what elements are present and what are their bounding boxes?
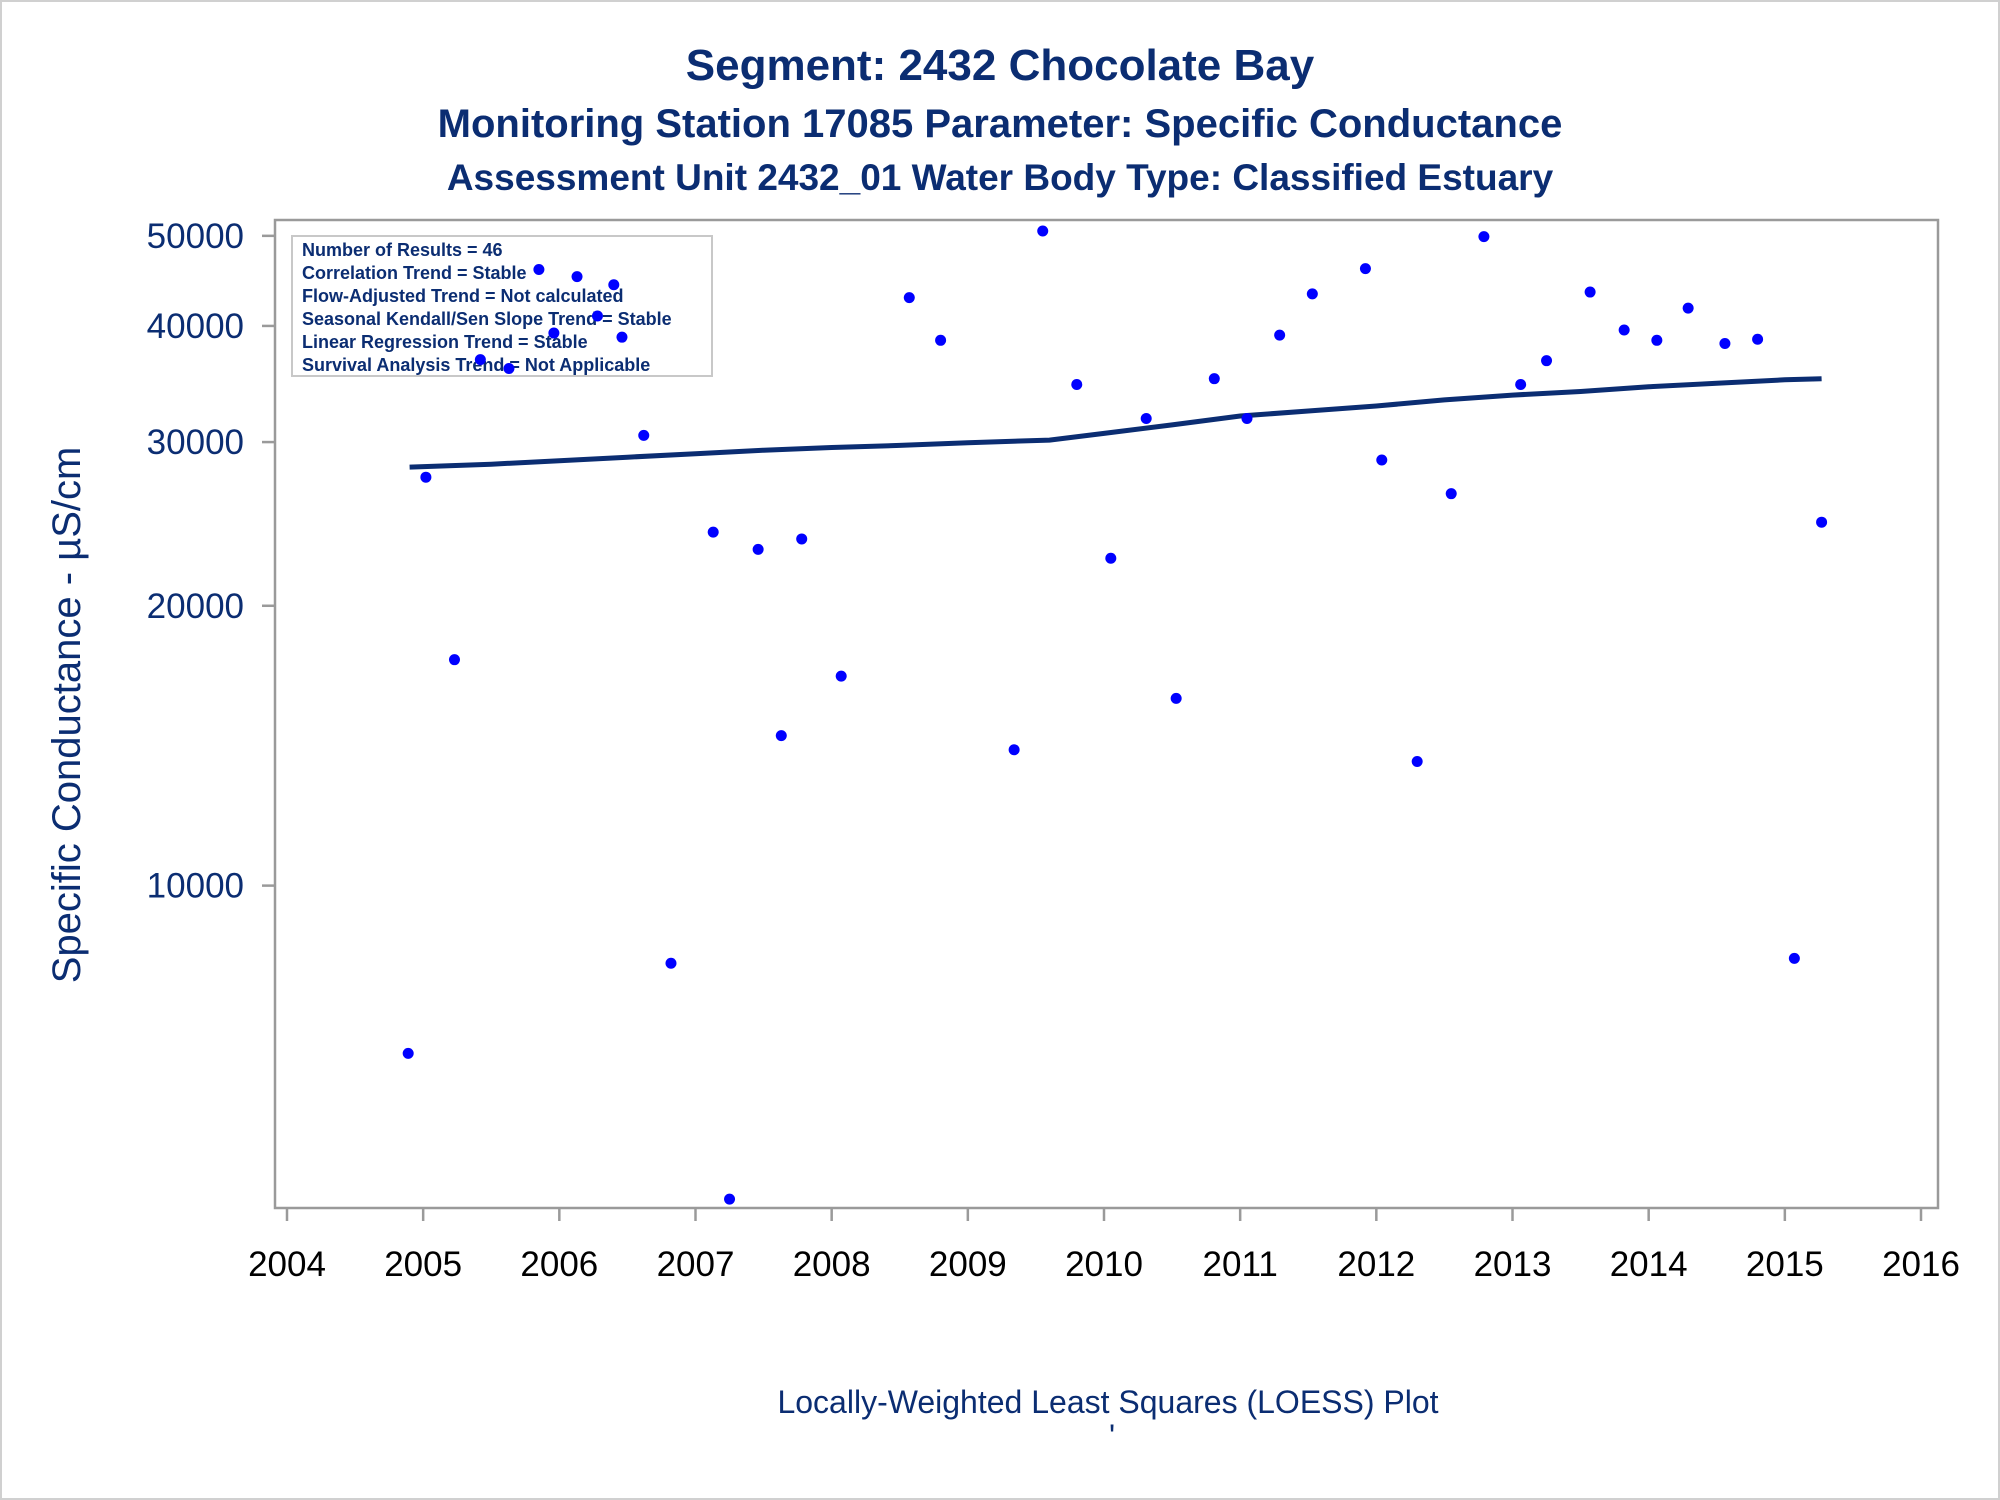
chart-subtitle-2: Assessment Unit 2432_01 Water Body Type:… <box>447 157 1554 198</box>
data-point <box>1037 225 1049 237</box>
stat-correlation-trend: Correlation Trend = Stable <box>302 263 527 283</box>
data-point <box>1651 334 1663 346</box>
x-tick-label: 2007 <box>657 1245 735 1284</box>
x-tick-label: 2005 <box>384 1245 462 1284</box>
y-tick-label: 50000 <box>147 217 244 256</box>
data-point <box>1515 378 1527 390</box>
data-point <box>474 354 486 366</box>
y-tick-label: 40000 <box>147 307 244 346</box>
data-point <box>638 429 650 441</box>
stat-number-of-results: Number of Results = 46 <box>302 240 503 260</box>
data-point <box>935 334 947 346</box>
chart-title: Segment: 2432 Chocolate Bay <box>686 41 1315 90</box>
data-point <box>796 533 808 545</box>
data-point <box>1140 413 1152 425</box>
data-point <box>835 670 847 682</box>
data-point <box>1208 373 1220 385</box>
data-point <box>1376 454 1388 466</box>
data-point <box>1411 755 1423 767</box>
data-point <box>571 271 583 283</box>
data-point <box>616 331 628 343</box>
data-point <box>1359 263 1371 275</box>
data-point <box>665 957 677 969</box>
y-tick-label: 30000 <box>147 423 244 462</box>
data-point <box>1008 744 1020 756</box>
stat-survival-analysis-trend: Survival Analysis Trend = Not Applicable <box>302 355 650 375</box>
data-point <box>1584 286 1596 298</box>
loess-trend-line <box>409 376 1822 470</box>
x-tick-label: 2010 <box>1065 1245 1143 1284</box>
x-tick-label: 2008 <box>793 1245 871 1284</box>
footnote-mark: ' <box>1109 1418 1115 1454</box>
statistics-legend: Number of Results = 46 Correlation Trend… <box>291 235 713 377</box>
x-tick-label: 2014 <box>1610 1245 1688 1284</box>
data-point <box>775 730 787 742</box>
data-points <box>402 225 1828 1205</box>
plot-area <box>273 218 1940 1210</box>
data-point <box>752 543 764 555</box>
data-point <box>1241 413 1253 425</box>
y-axis-label: Specific Conductance - µS/cm <box>45 447 89 984</box>
x-tick-label: 2006 <box>520 1245 598 1284</box>
data-point <box>1541 355 1553 367</box>
x-tick-label: 2016 <box>1882 1245 1960 1284</box>
data-point <box>903 292 915 304</box>
data-point <box>591 310 603 322</box>
data-point <box>1752 333 1764 345</box>
data-point <box>420 471 432 483</box>
chart-subtitle: Monitoring Station 17085 Parameter: Spec… <box>438 102 1563 146</box>
data-point <box>1618 324 1630 336</box>
y-tick-label: 10000 <box>147 867 244 906</box>
stat-linear-regression-trend: Linear Regression Trend = Stable <box>302 332 588 352</box>
x-tick-label: 2012 <box>1337 1245 1415 1284</box>
stat-flow-adjusted-trend: Flow-Adjusted Trend = Not calculated <box>302 286 624 306</box>
data-point <box>707 526 719 538</box>
data-point <box>1788 952 1800 964</box>
plot-footnote: Locally-Weighted Least Squares (LOESS) P… <box>777 1384 1438 1420</box>
y-axis: 10000 20000 30000 40000 50000 <box>147 217 275 906</box>
x-tick-label: 2015 <box>1746 1245 1824 1284</box>
data-point <box>503 362 515 374</box>
y-tick-label: 20000 <box>147 587 244 626</box>
data-point <box>1719 337 1731 349</box>
data-point <box>1445 488 1457 500</box>
data-point <box>548 327 560 339</box>
x-tick-label: 2009 <box>929 1245 1007 1284</box>
data-point <box>1105 552 1117 564</box>
x-axis: 2004 2005 2006 2007 2008 2009 2010 2011 2012 2013… <box>248 1208 1960 1284</box>
x-tick-label: 2011 <box>1203 1245 1278 1284</box>
data-point <box>1478 231 1490 243</box>
x-tick-label: 2013 <box>1474 1245 1552 1284</box>
data-point <box>724 1193 736 1205</box>
data-point <box>1170 692 1182 704</box>
stat-seasonal-kendall-trend: Seasonal Kendall/Sen Slope Trend = Stabl… <box>302 309 672 329</box>
data-point <box>1816 516 1828 528</box>
data-point <box>533 263 545 275</box>
data-point <box>402 1047 414 1059</box>
x-tick-label: 2004 <box>248 1245 326 1284</box>
data-point <box>1306 288 1318 300</box>
data-point <box>1071 378 1083 390</box>
statistics-legend-box <box>291 235 713 377</box>
data-point <box>448 654 460 666</box>
data-point <box>608 279 620 291</box>
data-point <box>1274 329 1286 341</box>
data-point <box>1682 302 1694 314</box>
